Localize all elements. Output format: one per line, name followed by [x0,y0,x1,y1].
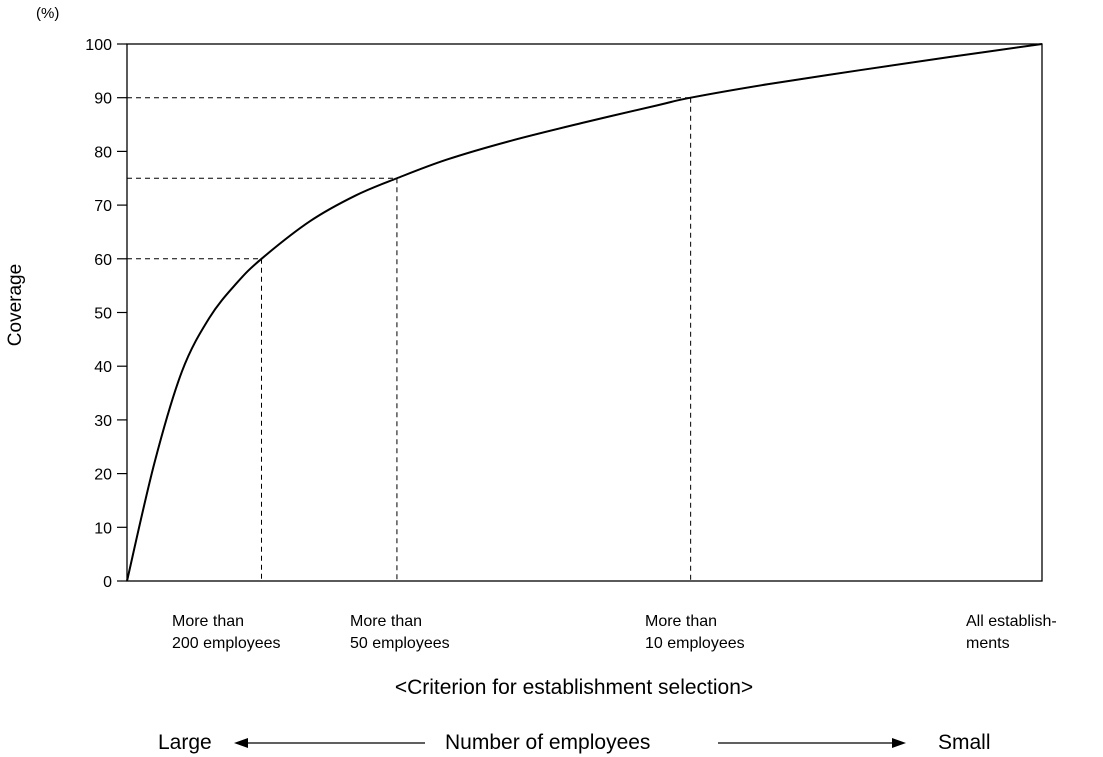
criterion-line2: 50 employees [350,635,450,652]
y-tick-label: 30 [94,413,112,430]
y-tick-label: 0 [103,574,112,591]
criterion-label-10: More than 10 employees [645,611,745,655]
scale-middle-label: Number of employees [445,731,651,754]
arrow-right-icon [892,738,906,748]
criterion-line1: All establish- [966,613,1057,630]
criterion-line1: More than [350,613,423,630]
criterion-line1: More than [645,613,718,630]
criterion-label-50: More than 50 employees [350,611,450,655]
criterion-line2: ments [966,635,1010,652]
y-tick-label: 70 [94,198,112,215]
criterion-line2: 200 employees [172,635,281,652]
x-axis-title: <Criterion for establishment selection> [394,676,754,699]
y-axis-title: Coverage [5,263,26,347]
y-unit-label: (%) [36,5,60,22]
y-ticks: 0 10 20 30 40 50 60 70 80 90 100 [85,37,127,591]
coverage-line [126,43,1043,582]
criterion-line1: More than [172,613,245,630]
y-tick-label: 20 [94,467,112,484]
criterion-label-all: All establish- ments [966,611,1057,655]
scale-arrows [234,738,906,748]
y-tick-label: 100 [85,37,112,54]
criterion-line2: 10 employees [645,635,745,652]
y-tick-label: 80 [94,144,112,161]
y-tick-label: 60 [94,252,112,269]
scale-small-label: Small [938,731,991,754]
scale-large-label: Large [158,731,212,754]
y-tick-label: 10 [94,520,112,537]
series-layer [126,43,1043,582]
criterion-label-200: More than 200 employees [172,611,281,655]
y-tick-label: 90 [94,91,112,108]
plot-border [126,43,1043,582]
y-tick-label: 40 [94,359,112,376]
reference-lines [127,97,692,581]
arrow-left-icon [234,738,248,748]
plot-frame [126,43,1043,582]
y-tick-label: 50 [94,306,112,323]
